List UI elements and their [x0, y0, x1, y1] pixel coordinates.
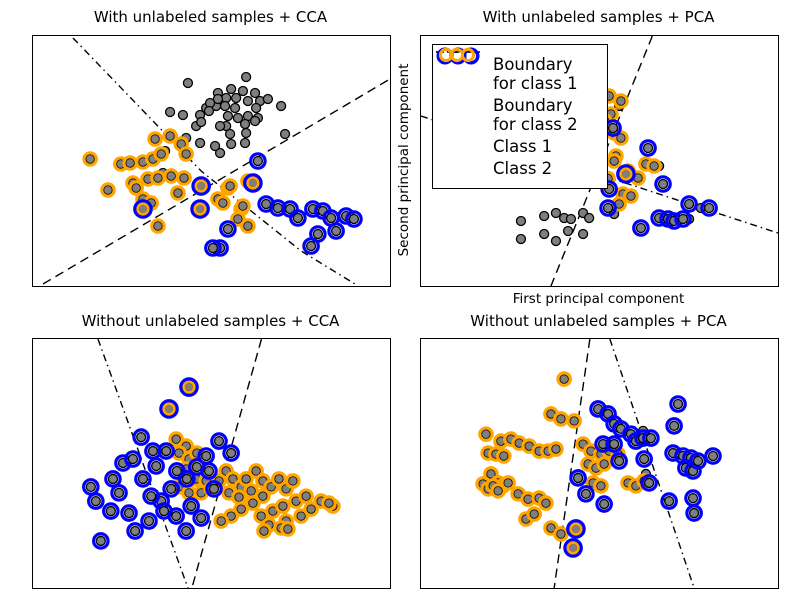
subplot-bottom-left [32, 338, 391, 589]
legend-item-boundary-class1: Boundary for class 1 [436, 51, 603, 94]
chart-canvas-bottom-left [82, 339, 341, 588]
subplot-title-bottom-left: Without unlabeled samples + CCA [81, 312, 340, 330]
x-axis-label: First principal component [512, 291, 685, 307]
subplot-title-top-right: With unlabeled samples + PCA [482, 8, 715, 26]
subplot-title-top-left: With unlabeled samples + CCA [93, 8, 328, 26]
subplot-top-right: Boundary for class 1 Boundary for class … [420, 35, 779, 287]
subplot-title-bottom-right: Without unlabeled samples + PCA [470, 312, 727, 330]
legend-label: Boundary for class 1 [493, 55, 578, 93]
y-axis-label: Second principal component [396, 63, 412, 257]
legend: Boundary for class 1 Boundary for class … [432, 44, 608, 189]
legend-item-class2: Class 2 [437, 47, 603, 179]
subplot-bottom-right [420, 338, 779, 589]
legend-label: Boundary for class 2 [493, 95, 578, 134]
chart-canvas-bottom-right [475, 339, 722, 588]
legend-label: Class 1 [493, 136, 553, 156]
legend-item-boundary-class2: Boundary for class 2 [436, 51, 603, 135]
legend-item-class1: Class 1 [436, 47, 603, 157]
legend-label: Class 2 [493, 158, 553, 178]
chart-canvas-top-left [42, 37, 390, 285]
subplot-top-left [32, 35, 391, 287]
